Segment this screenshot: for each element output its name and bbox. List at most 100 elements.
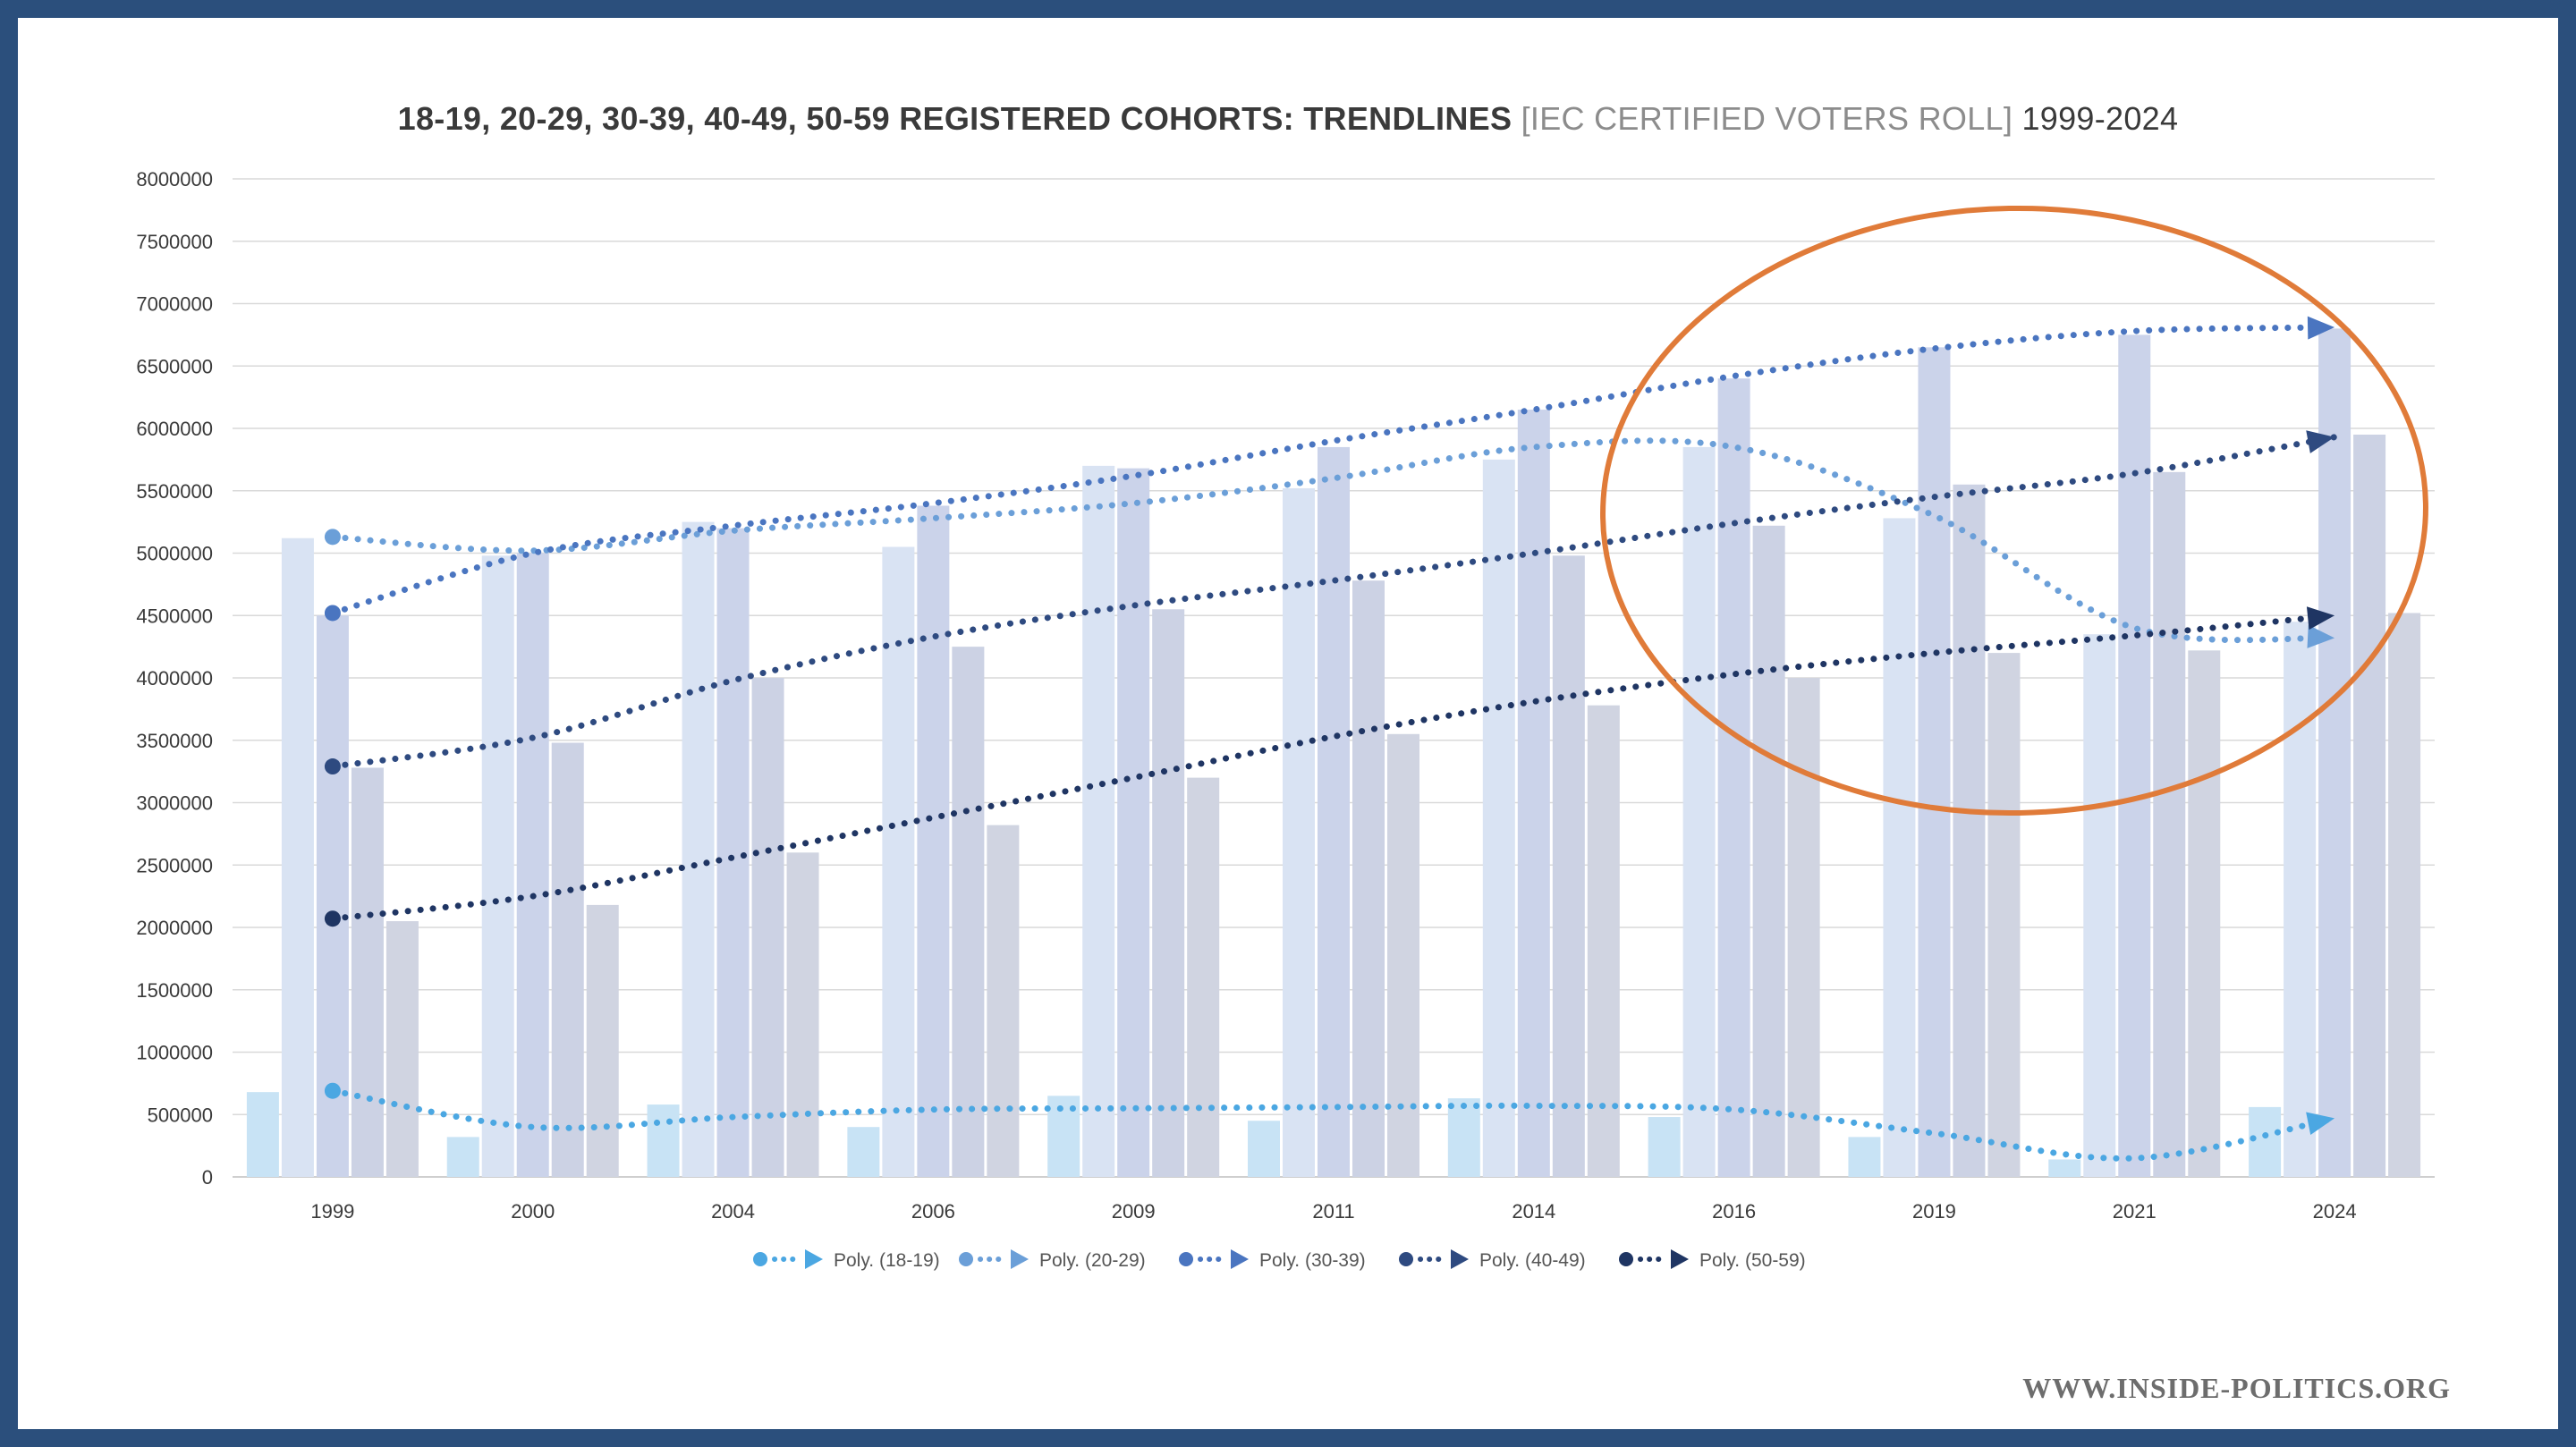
bar-30-39: [2318, 328, 2351, 1177]
legend-item: Poly. (50-59): [1619, 1249, 1806, 1271]
legend-arrow: [1231, 1249, 1249, 1269]
chart-plot: 0 500000 1000000 1500000 2000000 2500000 30000…: [136, 168, 2435, 1271]
legend-arrow: [1671, 1249, 1689, 1269]
bar-30-39: [1918, 347, 1951, 1177]
y-tick-label: 7500000: [136, 231, 213, 253]
legend-label: Poly. (50-59): [1699, 1250, 1806, 1271]
bar-50-59: [1987, 653, 2021, 1177]
legend-marker: [1179, 1252, 1193, 1266]
legend-item: Poly. (18-19): [753, 1249, 940, 1271]
y-tick-label: 5000000: [136, 543, 213, 565]
bar-30-39: [1717, 378, 1750, 1177]
x-tick-label: 2016: [1712, 1200, 1756, 1223]
bar-18-19: [2249, 1106, 2282, 1177]
trendline-end-arrow: [2307, 316, 2335, 340]
bar-20-29: [281, 537, 314, 1177]
trendline-end-arrow: [2306, 606, 2335, 630]
legend-marker: [1399, 1252, 1413, 1266]
annotation: [1600, 205, 2428, 817]
bar-18-19: [647, 1104, 680, 1177]
trendline-end-arrow: [2306, 430, 2335, 453]
bar-20-29: [1682, 446, 1716, 1177]
legend-marker: [959, 1252, 973, 1266]
legend-label: Poly. (20-29): [1039, 1250, 1146, 1271]
trendline-start-marker: [324, 758, 341, 775]
bar-40-49: [1752, 525, 1785, 1177]
bar-50-59: [1787, 678, 1820, 1177]
x-tick-label: 2011: [1312, 1200, 1354, 1223]
bar-40-49: [1552, 555, 1585, 1177]
trendline-40-49: [324, 430, 2338, 775]
x-tick-label: 1999: [310, 1200, 354, 1223]
trendline-18-19: [324, 1082, 2338, 1162]
bar-20-29: [882, 546, 915, 1177]
y-tick-label: 3500000: [136, 730, 213, 752]
y-tick-label: 3000000: [136, 792, 213, 815]
bar-30-39: [917, 505, 950, 1177]
y-tick-label: 8000000: [136, 168, 213, 190]
bar-30-39: [1517, 410, 1550, 1177]
y-axis: 0 500000 1000000 1500000 2000000 2500000 30000…: [136, 168, 213, 1189]
bar-50-59: [2188, 650, 2221, 1177]
x-tick-label: 2000: [511, 1200, 555, 1223]
bar-20-29: [1883, 518, 1916, 1177]
y-tick-label: 1500000: [136, 979, 213, 1002]
bar-50-59: [2388, 613, 2421, 1177]
legend-label: Poly. (30-39): [1259, 1250, 1366, 1271]
legend-item: Poly. (40-49): [1399, 1249, 1586, 1271]
bar-50-59: [987, 825, 1020, 1177]
y-tick-label: 6500000: [136, 355, 213, 377]
bar-18-19: [446, 1137, 479, 1177]
y-tick-label: 2500000: [136, 854, 213, 876]
x-tick-label: 2024: [2313, 1200, 2357, 1223]
watermark: WWW.INSIDE-POLITICS.ORG: [2022, 1372, 2451, 1404]
trendline-start-marker: [324, 605, 341, 622]
bar-20-29: [682, 521, 715, 1177]
legend-marker: [1619, 1252, 1633, 1266]
trendline-start-marker: [324, 529, 341, 546]
bar-40-49: [952, 647, 985, 1177]
trendline-end-arrow: [2306, 1112, 2335, 1136]
trendline-30-39: [324, 316, 2338, 622]
bar-20-29: [1082, 465, 1115, 1177]
bar-18-19: [1848, 1137, 1881, 1177]
legend-arrow: [1011, 1249, 1029, 1269]
legend-item: Poly. (30-39): [1179, 1249, 1366, 1271]
bar-40-49: [2153, 471, 2186, 1177]
y-tick-label: 1000000: [136, 1042, 213, 1064]
bar-40-49: [1152, 609, 1185, 1177]
y-tick-label: 5500000: [136, 480, 213, 503]
x-tick-label: 2006: [911, 1200, 955, 1223]
bar-18-19: [246, 1092, 279, 1177]
highlight-ellipse: [1600, 205, 2428, 817]
bar-50-59: [586, 904, 619, 1177]
trendlines: [324, 316, 2338, 1162]
legend-label: Poly. (40-49): [1479, 1250, 1586, 1271]
y-tick-label: 2000000: [136, 917, 213, 939]
chart-title-sub: [IEC CERTIFIED VOTERS ROLL]: [1521, 100, 2013, 137]
bar-20-29: [1283, 487, 1315, 1177]
bar-18-19: [2048, 1159, 2081, 1177]
y-tick-label: 6000000: [136, 418, 213, 440]
bar-18-19: [1248, 1121, 1280, 1177]
x-tick-label: 2021: [2113, 1200, 2157, 1223]
bar-40-49: [351, 767, 384, 1177]
bar-20-29: [481, 555, 514, 1177]
bar-30-39: [1318, 446, 1350, 1177]
bar-18-19: [847, 1127, 880, 1177]
x-tick-label: 2004: [711, 1200, 755, 1223]
bar-40-49: [1953, 484, 1986, 1177]
trendline-end-arrow: [2307, 624, 2335, 648]
y-tick-label: 4500000: [136, 605, 213, 627]
x-tick-label: 2019: [1912, 1200, 1956, 1223]
x-tick-label: 2014: [1512, 1200, 1555, 1223]
y-tick-label: 7000000: [136, 293, 213, 316]
trendline-50-59: [324, 606, 2338, 927]
trendline-start-marker: [324, 1082, 341, 1099]
legend-arrow: [805, 1249, 823, 1269]
x-axis: 1999 2000 2004 2006 2009 2011 2014 2016 2019 2021…: [310, 1200, 2356, 1223]
trendline-path: [329, 1087, 2338, 1162]
bar-40-49: [1352, 580, 1385, 1177]
legend: Poly. (18-19) Poly. (20-29) Poly. (30-39) P…: [753, 1249, 1806, 1271]
x-tick-label: 2009: [1112, 1200, 1156, 1223]
